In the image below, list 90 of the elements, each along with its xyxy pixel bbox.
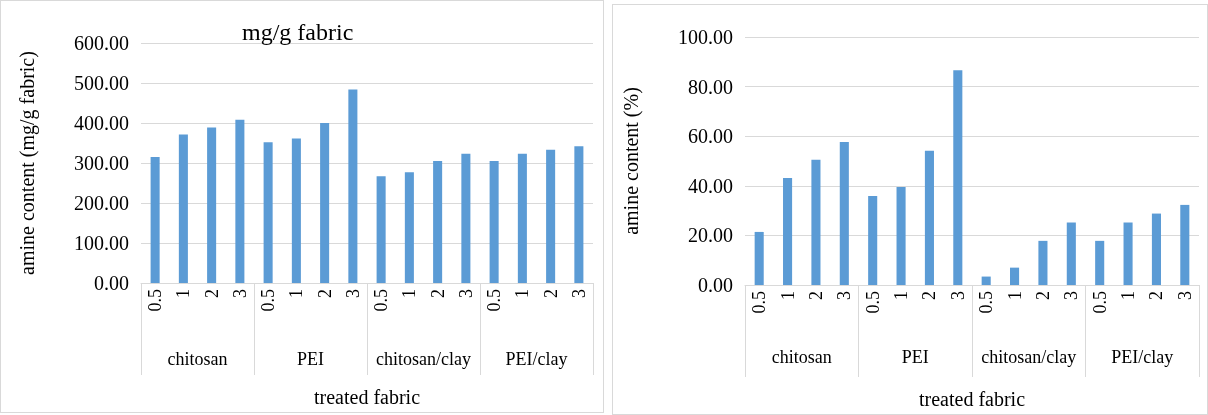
x-axis-title: treated fabric <box>918 388 1026 410</box>
x-axis-title: treated fabric <box>313 386 421 408</box>
x-tick-label: 2 <box>1032 291 1053 300</box>
x-tick-label: 3 <box>342 289 363 298</box>
x-tick-label: 1 <box>399 289 420 298</box>
bar <box>1010 267 1020 285</box>
bar <box>811 159 821 285</box>
x-tick-label: 1 <box>286 289 307 298</box>
bar <box>981 276 991 285</box>
x-tick-label: 3 <box>1061 291 1082 300</box>
y-tick-label: 500.00 <box>74 72 129 94</box>
x-tick-label: 0.5 <box>145 289 166 312</box>
x-tick-label: 0.5 <box>484 289 505 312</box>
y-tick-label: 600.00 <box>74 32 129 54</box>
bar <box>924 150 934 285</box>
x-tick-label: 0.5 <box>862 291 883 314</box>
bar <box>263 142 273 283</box>
y-tick-label: 200.00 <box>74 192 129 214</box>
chart-title: mg/g fabric <box>242 19 354 45</box>
bar <box>953 70 963 285</box>
y-tick-label: 0.00 <box>94 272 129 294</box>
text: chitosan/clay <box>376 349 471 369</box>
bar <box>1151 213 1161 285</box>
bar <box>178 134 188 283</box>
text: chitosan/clay <box>981 347 1077 367</box>
y-tick-label: 100.00 <box>74 232 129 254</box>
bar <box>754 231 764 285</box>
y-tick-label: 400.00 <box>74 112 129 134</box>
bar <box>546 149 556 283</box>
x-tick-label: 0.5 <box>258 289 279 312</box>
x-tick-label: 1 <box>777 291 798 300</box>
bar <box>517 153 527 283</box>
y-tick-label: 80.00 <box>688 75 733 98</box>
bar <box>896 187 906 285</box>
y-axis-title: amine content (%) <box>620 87 643 235</box>
y-tick-label: 300.00 <box>74 152 129 174</box>
text: PEI <box>901 347 929 367</box>
bar <box>376 176 386 283</box>
x-tick-label: 1 <box>891 291 912 300</box>
x-tick-label: 3 <box>834 291 855 300</box>
x-tick-label: 0.5 <box>371 289 392 312</box>
bar <box>207 127 217 283</box>
bar <box>150 157 160 283</box>
bar <box>461 153 471 283</box>
text: PEI/clay <box>505 349 568 369</box>
bar <box>291 138 301 283</box>
bar <box>433 161 443 283</box>
x-tick-label: 2 <box>919 291 940 300</box>
x-tick-label: 3 <box>947 291 968 300</box>
bar <box>574 146 584 283</box>
x-tick-label: 0.5 <box>976 291 997 314</box>
x-tick-label: 0.5 <box>749 291 770 314</box>
x-tick-label: 3 <box>229 289 250 298</box>
x-tick-label: 2 <box>201 289 222 298</box>
x-tick-label: 1 <box>512 289 533 298</box>
x-tick-label: 2 <box>805 291 826 300</box>
bar <box>868 195 878 285</box>
bar <box>1095 240 1105 285</box>
bar <box>783 178 793 285</box>
bar <box>1180 204 1190 285</box>
x-tick-label: 3 <box>568 289 589 298</box>
bar <box>1038 240 1048 285</box>
x-tick-label: 1 <box>1004 291 1025 300</box>
text: PEI <box>297 349 325 369</box>
y-tick-label: 0.00 <box>698 274 733 296</box>
x-tick-label: 2 <box>1146 291 1167 300</box>
x-tick-label: 2 <box>540 289 561 298</box>
x-tick-label: 1 <box>1118 291 1139 300</box>
y-tick-label: 60.00 <box>688 125 733 148</box>
text: chitosan <box>167 349 228 369</box>
bar <box>489 161 499 283</box>
text: chitosan <box>771 347 832 367</box>
y-tick-label: 100.00 <box>678 26 733 48</box>
x-tick-label: 3 <box>1174 291 1195 300</box>
y-tick-label: 40.00 <box>688 174 733 197</box>
y-axis-title: amine content (mg/g fabric) <box>16 51 39 275</box>
bar <box>839 141 849 285</box>
x-tick-label: 0.5 <box>1089 291 1110 314</box>
bar <box>1123 222 1133 285</box>
x-tick-label: 3 <box>455 289 476 298</box>
x-tick-label: 1 <box>173 289 194 298</box>
bar <box>1066 222 1076 285</box>
y-tick-label: 20.00 <box>688 224 733 247</box>
bar <box>348 89 358 283</box>
bar <box>404 172 414 283</box>
text: PEI/clay <box>1111 347 1174 367</box>
x-tick-label: 2 <box>427 289 448 298</box>
bar <box>320 123 330 283</box>
bar <box>235 119 245 283</box>
x-tick-label: 2 <box>314 289 335 298</box>
